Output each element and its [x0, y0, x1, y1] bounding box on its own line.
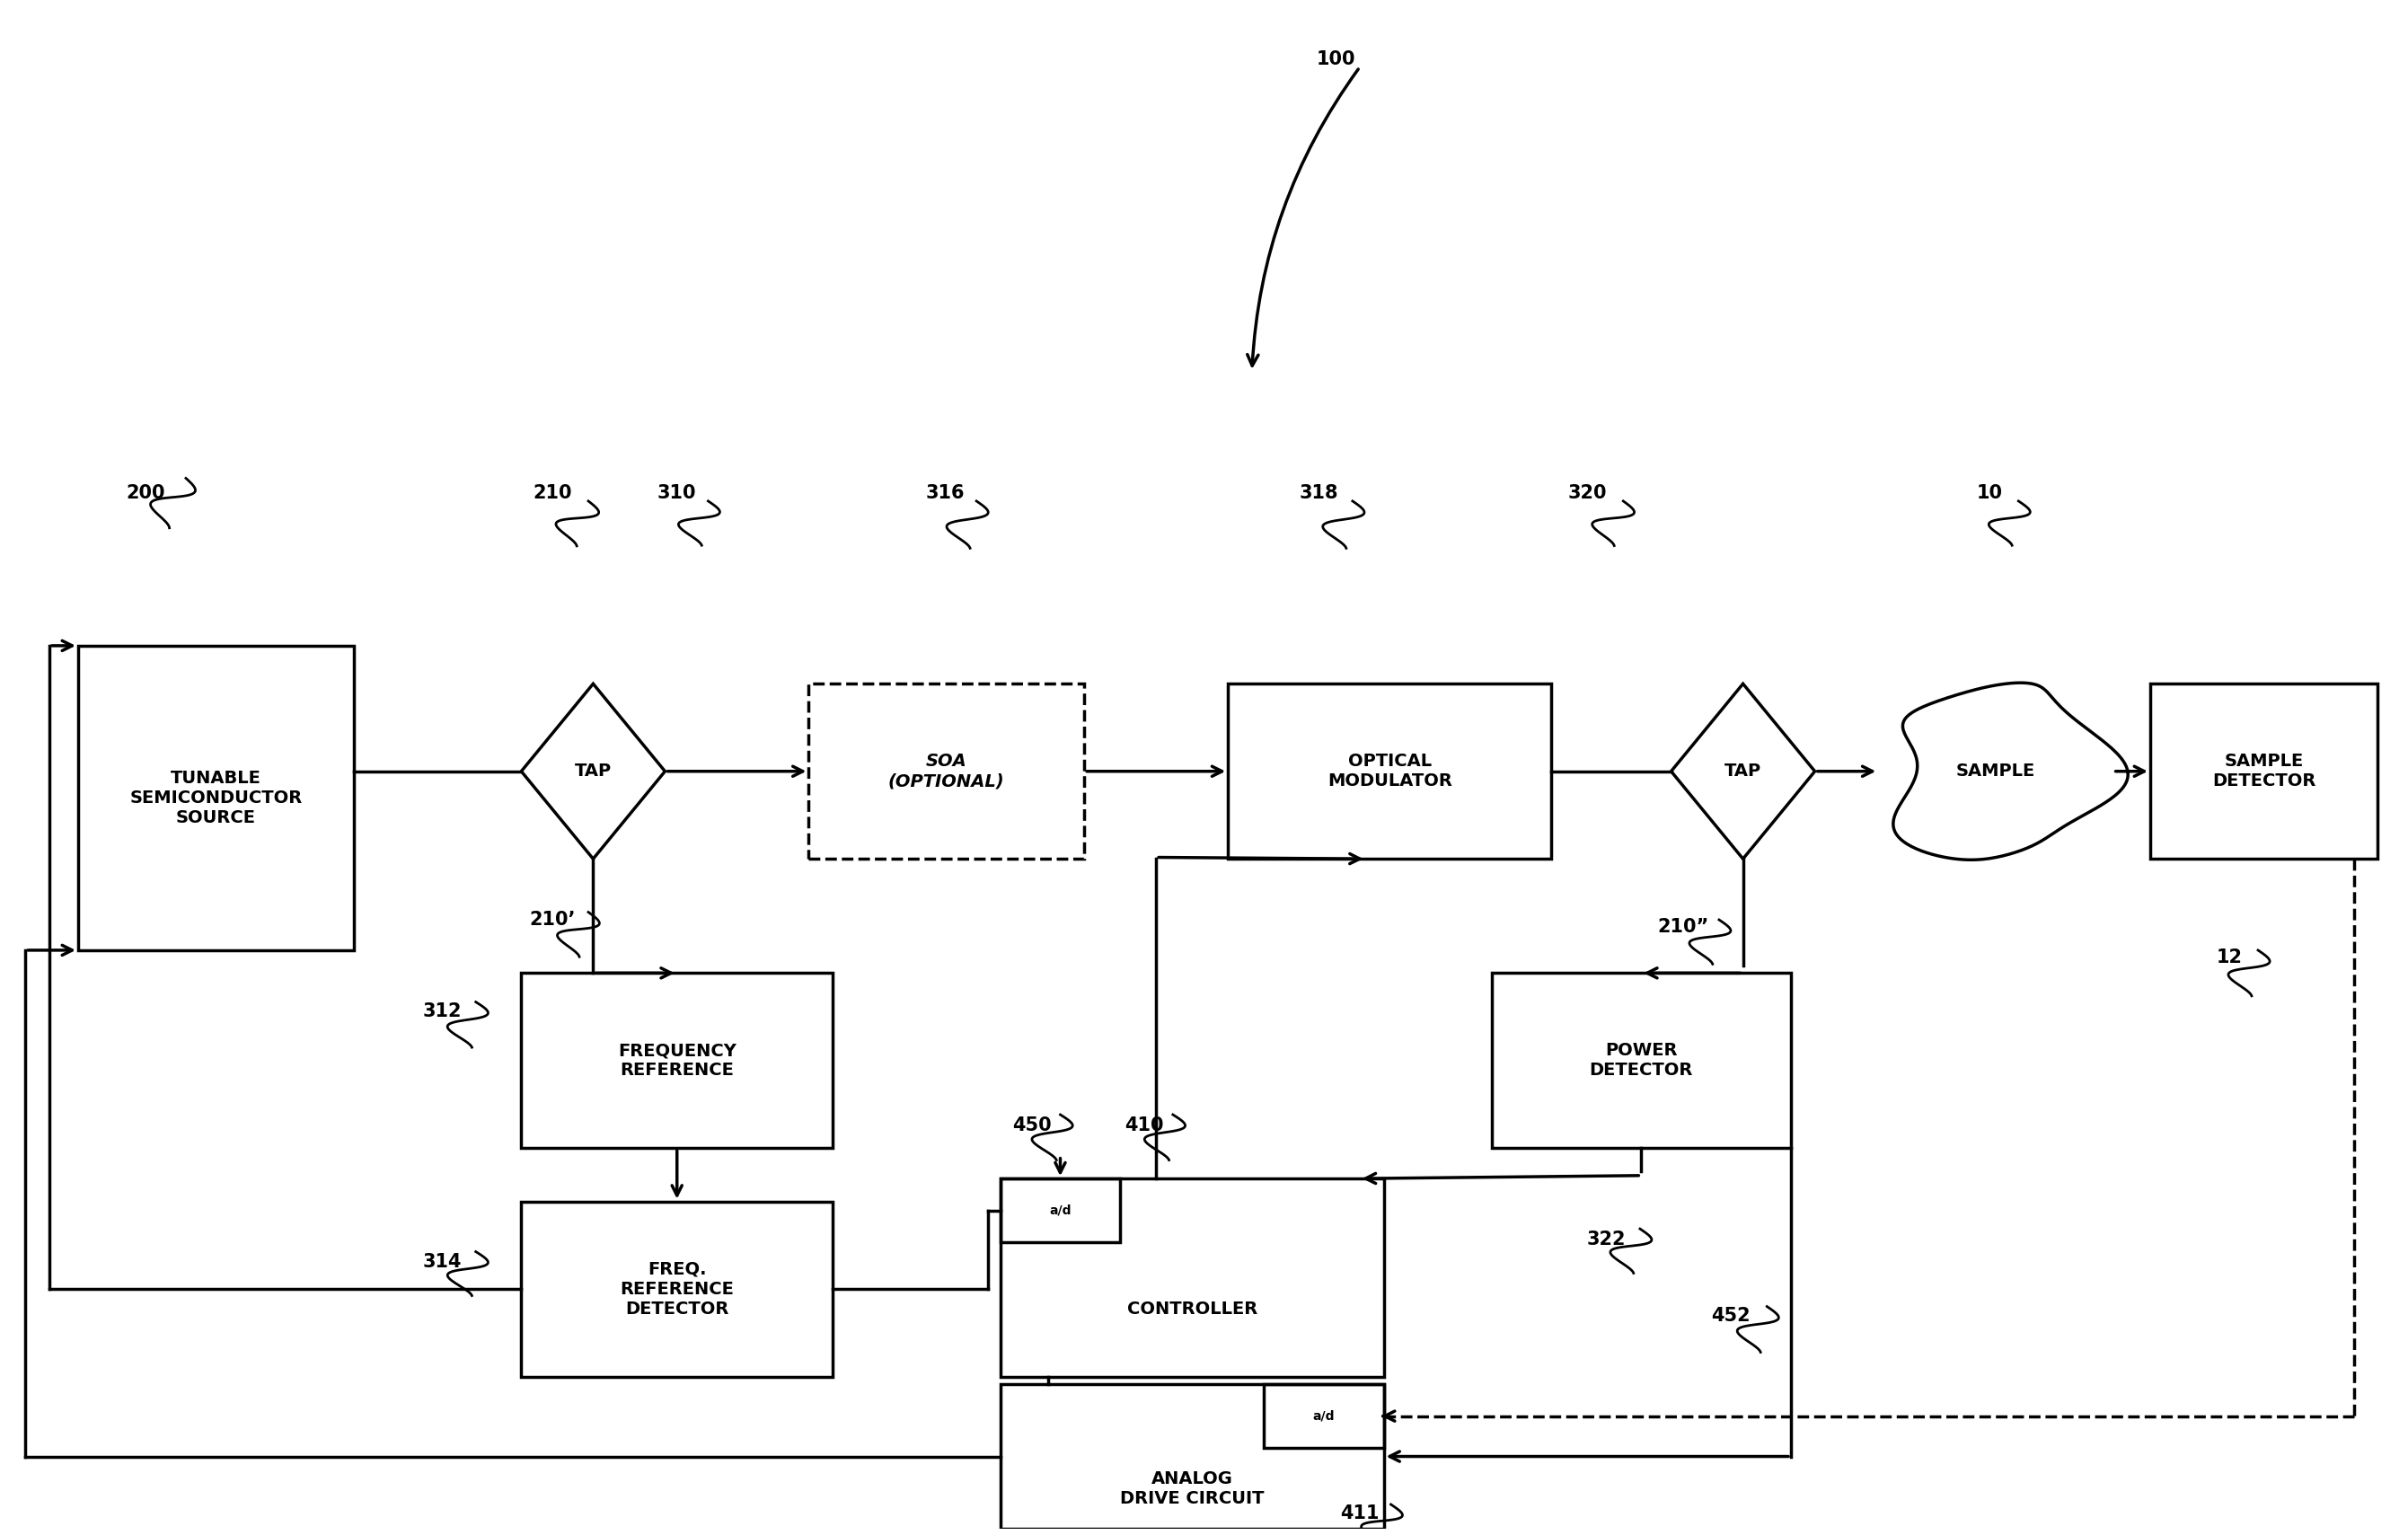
- Text: TAP: TAP: [576, 763, 612, 780]
- Text: a/d: a/d: [1050, 1205, 1072, 1217]
- Text: ANALOG
DRIVE CIRCUIT: ANALOG DRIVE CIRCUIT: [1120, 1471, 1264, 1507]
- Text: 200: 200: [125, 485, 164, 502]
- Bar: [809, 683, 1084, 860]
- Text: a/d: a/d: [1312, 1409, 1334, 1423]
- Text: FREQ.
REFERENCE
DETECTOR: FREQ. REFERENCE DETECTOR: [619, 1260, 734, 1317]
- Bar: [1228, 683, 1551, 860]
- Text: 316: 316: [925, 485, 966, 502]
- Text: OPTICAL
MODULATOR: OPTICAL MODULATOR: [1327, 752, 1452, 789]
- Text: 411: 411: [1341, 1504, 1380, 1523]
- Bar: [999, 1179, 1120, 1242]
- Text: 210: 210: [532, 485, 573, 502]
- Bar: [1264, 1385, 1385, 1448]
- Text: FREQUENCY
REFERENCE: FREQUENCY REFERENCE: [619, 1042, 737, 1079]
- Text: 210”: 210”: [1657, 918, 1710, 936]
- Bar: [999, 1179, 1385, 1377]
- Text: SOA
(OPTIONAL): SOA (OPTIONAL): [889, 752, 1004, 789]
- Text: 452: 452: [1712, 1306, 1751, 1325]
- Text: TAP: TAP: [1724, 763, 1763, 780]
- Text: 10: 10: [1977, 485, 2003, 502]
- Text: 314: 314: [424, 1254, 462, 1271]
- Bar: [2150, 683, 2377, 860]
- Text: 450: 450: [1011, 1116, 1052, 1134]
- Text: SAMPLE: SAMPLE: [1955, 763, 2035, 780]
- Bar: [520, 1202, 833, 1377]
- Text: 322: 322: [1587, 1231, 1625, 1248]
- Text: TUNABLE
SEMICONDUCTOR
SOURCE: TUNABLE SEMICONDUCTOR SOURCE: [130, 769, 301, 826]
- Text: 410: 410: [1125, 1116, 1163, 1134]
- Bar: [77, 646, 354, 950]
- Text: 12: 12: [2215, 949, 2242, 967]
- Text: 318: 318: [1300, 485, 1339, 502]
- Bar: [999, 1385, 1385, 1529]
- Text: 310: 310: [657, 485, 696, 502]
- Text: SAMPLE
DETECTOR: SAMPLE DETECTOR: [2213, 752, 2316, 789]
- Text: POWER
DETECTOR: POWER DETECTOR: [1589, 1042, 1693, 1079]
- Text: CONTROLLER: CONTROLLER: [1127, 1302, 1257, 1319]
- Text: 210’: 210’: [530, 910, 576, 929]
- Bar: [520, 973, 833, 1148]
- Text: 100: 100: [1317, 51, 1356, 69]
- Bar: [1491, 973, 1792, 1148]
- Text: 320: 320: [1568, 485, 1606, 502]
- Text: 312: 312: [424, 1002, 462, 1021]
